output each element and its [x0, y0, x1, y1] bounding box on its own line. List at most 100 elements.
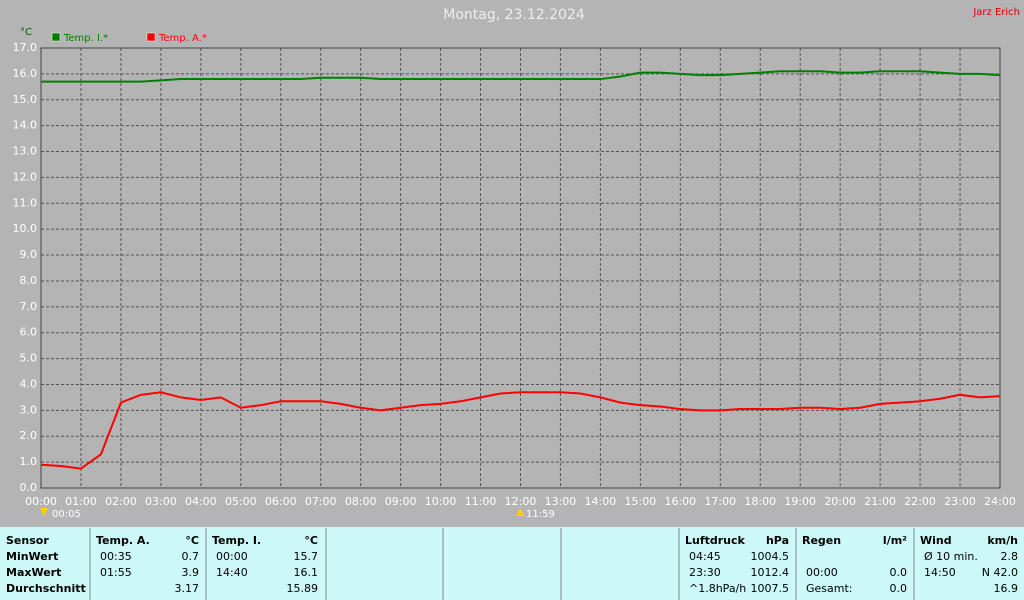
x-tick-label: 22:00 [904, 495, 936, 508]
cell-value: 1012.4 [751, 566, 790, 579]
section-unit: km/h [987, 534, 1018, 547]
x-tick-label: 03:00 [145, 495, 177, 508]
row-label: Durchschnitt [6, 582, 86, 595]
x-tick-label: 17:00 [704, 495, 736, 508]
cell-value: 0.7 [182, 550, 200, 563]
cell-value: 3.17 [175, 582, 200, 595]
cell-time: 00:35 [100, 550, 132, 563]
section-header: Regen [802, 534, 841, 547]
y-tick-label: 12.0 [13, 170, 38, 183]
x-tick-label: 12:00 [505, 495, 537, 508]
cell-time: ^1.8hPa/h [689, 582, 746, 595]
section-header: Luftdruck [685, 534, 746, 547]
section-unit: °C [185, 534, 199, 547]
x-tick-label: 11:00 [465, 495, 497, 508]
cell-time: 14:50 [924, 566, 956, 579]
cell-time: 01:55 [100, 566, 132, 579]
section-header: Temp. A. [96, 534, 150, 547]
y-tick-label: 5.0 [20, 352, 38, 365]
x-tick-label: 13:00 [545, 495, 577, 508]
cell-value: 16.1 [294, 566, 319, 579]
plot-frame [40, 47, 1001, 489]
y-tick-label: 15.0 [13, 93, 38, 106]
marker-icon [40, 508, 48, 516]
legend-label: Temp. I.* [63, 33, 108, 44]
y-tick-label: 8.0 [20, 274, 38, 287]
summary-table: Sensor MinWert MaxWert Durchschnitt Temp. A.… [0, 527, 1024, 600]
marker-icon [516, 508, 524, 516]
x-tick-label: 01:00 [65, 495, 97, 508]
x-tick-label: 20:00 [824, 495, 856, 508]
x-tick-label: 08:00 [345, 495, 377, 508]
y-tick-label: 17.0 [13, 41, 38, 54]
y-tick-label: 4.0 [20, 377, 38, 390]
series-line [40, 391, 1001, 470]
x-tick-label: 24:00 [984, 495, 1016, 508]
x-tick-label: 23:00 [944, 495, 976, 508]
y-tick-label: 9.0 [20, 248, 38, 261]
cell-time: 04:45 [689, 550, 721, 563]
x-tick-label: 15:00 [625, 495, 657, 508]
y-tick-label: 11.0 [13, 196, 38, 209]
y-tick-label: 13.0 [13, 145, 38, 158]
x-tick-label: 02:00 [105, 495, 137, 508]
row-label: MinWert [6, 550, 58, 563]
section-header: Wind [920, 534, 952, 547]
legend-swatch [51, 32, 61, 42]
section-header: Temp. I. [212, 534, 261, 547]
y-tick-label: 16.0 [13, 67, 38, 80]
y-unit: °C [20, 27, 32, 38]
annotation: 11:59 [526, 509, 555, 520]
section-unit: °C [304, 534, 318, 547]
x-tick-label: 05:00 [225, 495, 257, 508]
cell-value: N 42.0 [982, 566, 1018, 579]
cell-time: Gesamt: [806, 582, 853, 595]
cell-value: 0.0 [890, 566, 908, 579]
x-tick-label: 18:00 [744, 495, 776, 508]
x-tick-label: 06:00 [265, 495, 297, 508]
y-tick-label: 2.0 [20, 429, 38, 442]
x-tick-label: 07:00 [305, 495, 337, 508]
y-tick-label: 1.0 [20, 455, 38, 468]
y-tick-label: 14.0 [13, 119, 38, 132]
y-tick-label: 10.0 [13, 222, 38, 235]
x-tick-label: 21:00 [864, 495, 896, 508]
x-tick-label: 14:00 [585, 495, 617, 508]
cell-value: 16.9 [994, 582, 1019, 595]
section-unit: hPa [766, 534, 789, 547]
cell-value: 15.7 [294, 550, 319, 563]
plot: 0.0 1.0 2.0 3.0 4.0 5.0 6.0 7.0 8.0 9.0 10.0 11.0 12… [13, 32, 1016, 508]
row-label: Sensor [6, 534, 49, 547]
cell-time: Ø 10 min. [924, 550, 978, 563]
series-line [41, 70, 1001, 83]
x-tick-label: 19:00 [784, 495, 816, 508]
cell-value: 2.8 [1001, 550, 1019, 563]
x-tick-label: 09:00 [385, 495, 417, 508]
x-tick-label: 16:00 [664, 495, 696, 508]
y-tick-label: 6.0 [20, 326, 38, 339]
x-tick-label: 04:00 [185, 495, 217, 508]
cell-time: 00:00 [216, 550, 248, 563]
cell-value: 3.9 [182, 566, 200, 579]
cell-time: 23:30 [689, 566, 721, 579]
chart-title: Montag, 23.12.2024 [443, 7, 585, 23]
section-unit: l/m² [883, 534, 907, 547]
cell-value: 0.0 [890, 582, 908, 595]
cell-value: 15.89 [287, 582, 319, 595]
table-background [0, 527, 1024, 600]
x-tick-label: 00:00 [25, 495, 57, 508]
y-tick-label: 7.0 [20, 300, 38, 313]
annotation: 00:05 [52, 509, 81, 520]
y-tick-label: 0.0 [20, 481, 38, 494]
author: Jarz Erich [972, 7, 1020, 18]
y-tick-label: 3.0 [20, 403, 38, 416]
x-tick-label: 10:00 [425, 495, 457, 508]
legend-swatch [146, 32, 156, 42]
cell-value: 1007.5 [751, 582, 790, 595]
cell-time: 00:00 [806, 566, 838, 579]
cell-time: 14:40 [216, 566, 248, 579]
legend-label: Temp. A.* [158, 33, 207, 44]
cell-value: 1004.5 [751, 550, 790, 563]
